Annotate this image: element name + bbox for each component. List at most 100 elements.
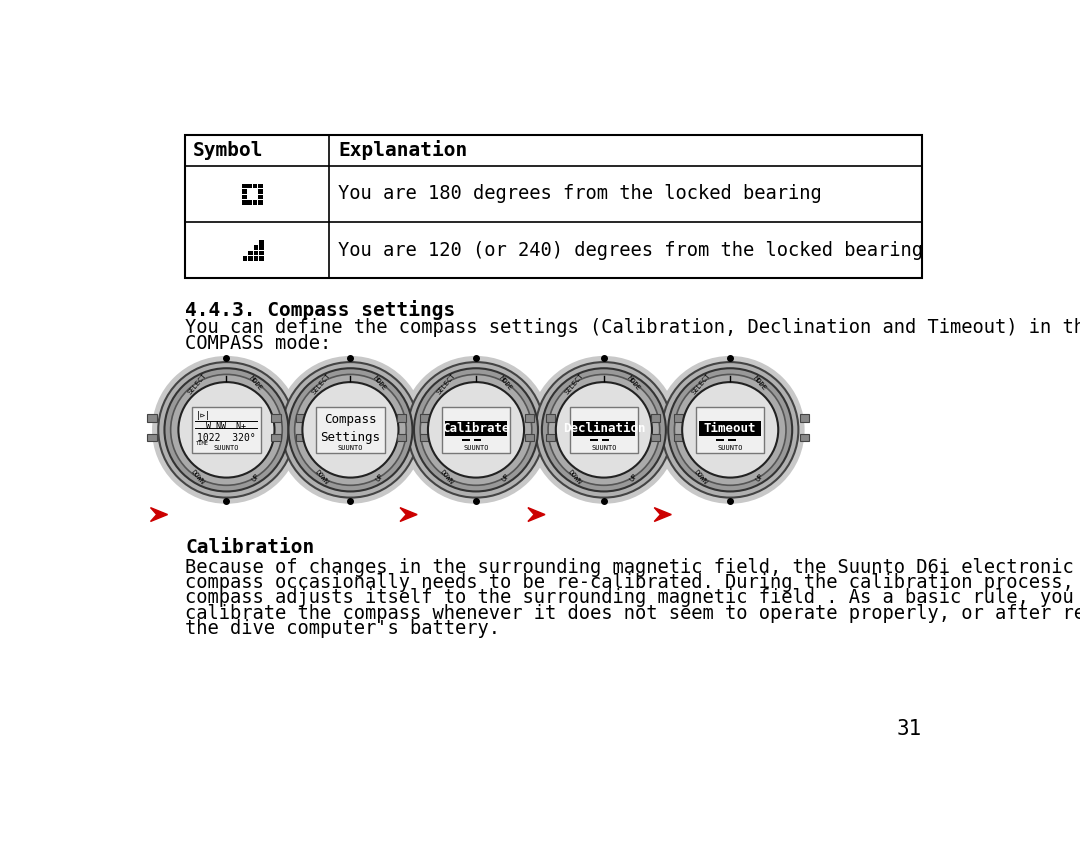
Ellipse shape bbox=[414, 369, 538, 492]
Ellipse shape bbox=[420, 374, 531, 486]
Ellipse shape bbox=[276, 356, 424, 504]
Bar bbox=[590, 439, 597, 441]
Text: UP: UP bbox=[755, 473, 765, 483]
Text: compass adjusts itself to the surrounding magnetic field . As a basic rule, you : compass adjusts itself to the surroundin… bbox=[186, 588, 1080, 607]
Text: Explanation: Explanation bbox=[338, 140, 468, 161]
Text: Calibrate: Calibrate bbox=[442, 422, 510, 435]
Bar bbox=[296, 433, 306, 441]
Ellipse shape bbox=[548, 374, 660, 486]
Bar bbox=[545, 433, 555, 441]
Text: Compass
Settings: Compass Settings bbox=[321, 413, 380, 444]
Text: SUUNTO: SUUNTO bbox=[214, 445, 239, 451]
Ellipse shape bbox=[656, 356, 805, 504]
Polygon shape bbox=[400, 508, 417, 522]
Bar bbox=[254, 256, 258, 261]
Bar bbox=[697, 407, 765, 453]
Text: MODE: MODE bbox=[625, 375, 642, 392]
Text: 1022  320°: 1022 320° bbox=[197, 433, 256, 443]
Text: COMPASS mode:: COMPASS mode: bbox=[186, 333, 332, 352]
Text: SELECT: SELECT bbox=[690, 372, 712, 395]
Bar bbox=[674, 433, 683, 441]
Polygon shape bbox=[528, 508, 545, 522]
Ellipse shape bbox=[683, 382, 779, 478]
Text: UP: UP bbox=[375, 473, 384, 483]
Bar bbox=[258, 195, 262, 199]
Text: SELECT: SELECT bbox=[564, 372, 585, 395]
Ellipse shape bbox=[295, 374, 406, 486]
Bar bbox=[248, 251, 253, 256]
Bar bbox=[147, 415, 157, 422]
Ellipse shape bbox=[288, 369, 413, 492]
Text: 31: 31 bbox=[896, 719, 921, 740]
Text: DOWN: DOWN bbox=[313, 469, 328, 486]
Text: SUUNTO: SUUNTO bbox=[463, 445, 489, 451]
Text: Timeout: Timeout bbox=[704, 422, 756, 435]
Bar bbox=[254, 251, 258, 256]
Text: MODE: MODE bbox=[498, 375, 513, 392]
Text: SUUNTO: SUUNTO bbox=[338, 445, 363, 451]
Bar bbox=[271, 433, 281, 441]
Ellipse shape bbox=[556, 382, 652, 478]
Bar bbox=[259, 240, 264, 245]
Bar bbox=[253, 184, 257, 188]
Text: DOWN: DOWN bbox=[693, 469, 708, 486]
Ellipse shape bbox=[674, 374, 786, 486]
Bar bbox=[602, 439, 609, 441]
Text: UP: UP bbox=[629, 473, 638, 483]
Bar bbox=[147, 433, 157, 441]
Text: TIME: TIME bbox=[195, 441, 208, 446]
Bar bbox=[253, 200, 257, 204]
Bar bbox=[800, 415, 809, 422]
Text: SUUNTO: SUUNTO bbox=[591, 445, 617, 451]
Bar bbox=[545, 415, 555, 422]
Ellipse shape bbox=[662, 362, 798, 498]
Text: the dive computer's battery.: the dive computer's battery. bbox=[186, 619, 500, 639]
Bar bbox=[316, 407, 384, 453]
Text: |⊳|: |⊳| bbox=[195, 411, 211, 421]
Text: compass occasionally needs to be re-calibrated. During the calibration process, : compass occasionally needs to be re-cali… bbox=[186, 573, 1080, 592]
Bar bbox=[699, 421, 761, 436]
Text: SELECT: SELECT bbox=[311, 372, 332, 395]
Bar bbox=[570, 407, 638, 453]
Ellipse shape bbox=[529, 356, 678, 504]
Text: Calibration: Calibration bbox=[186, 538, 314, 557]
Bar bbox=[242, 184, 246, 188]
Bar bbox=[397, 433, 406, 441]
Bar bbox=[254, 245, 258, 250]
Polygon shape bbox=[150, 508, 167, 522]
Bar bbox=[247, 200, 252, 204]
Bar bbox=[525, 415, 535, 422]
Bar bbox=[192, 407, 260, 453]
Bar bbox=[572, 421, 635, 436]
Ellipse shape bbox=[536, 362, 672, 498]
Bar bbox=[258, 200, 262, 204]
Bar bbox=[271, 415, 281, 422]
Text: MODE: MODE bbox=[248, 375, 264, 392]
Ellipse shape bbox=[282, 362, 419, 498]
Bar bbox=[186, 135, 921, 278]
Text: SELECT: SELECT bbox=[436, 372, 457, 395]
Ellipse shape bbox=[428, 382, 524, 478]
Bar bbox=[259, 256, 264, 261]
Ellipse shape bbox=[164, 369, 288, 492]
Bar bbox=[525, 433, 535, 441]
Text: W NW  N+: W NW N+ bbox=[206, 422, 246, 431]
Bar bbox=[259, 251, 264, 256]
Text: MODE: MODE bbox=[373, 375, 388, 392]
Bar bbox=[242, 189, 246, 194]
Bar bbox=[442, 407, 510, 453]
Bar bbox=[728, 439, 735, 441]
Ellipse shape bbox=[178, 382, 274, 478]
Text: DOWN: DOWN bbox=[438, 469, 455, 486]
Bar bbox=[474, 439, 482, 441]
Text: You are 120 (or 240) degrees from the locked bearing: You are 120 (or 240) degrees from the lo… bbox=[338, 240, 923, 260]
Ellipse shape bbox=[302, 382, 399, 478]
Bar bbox=[258, 184, 262, 188]
Text: Symbol: Symbol bbox=[193, 141, 264, 160]
Bar bbox=[247, 184, 252, 188]
Bar bbox=[420, 433, 430, 441]
Bar bbox=[420, 415, 430, 422]
Text: Declination: Declination bbox=[563, 422, 645, 435]
Ellipse shape bbox=[408, 362, 544, 498]
Ellipse shape bbox=[171, 374, 282, 486]
